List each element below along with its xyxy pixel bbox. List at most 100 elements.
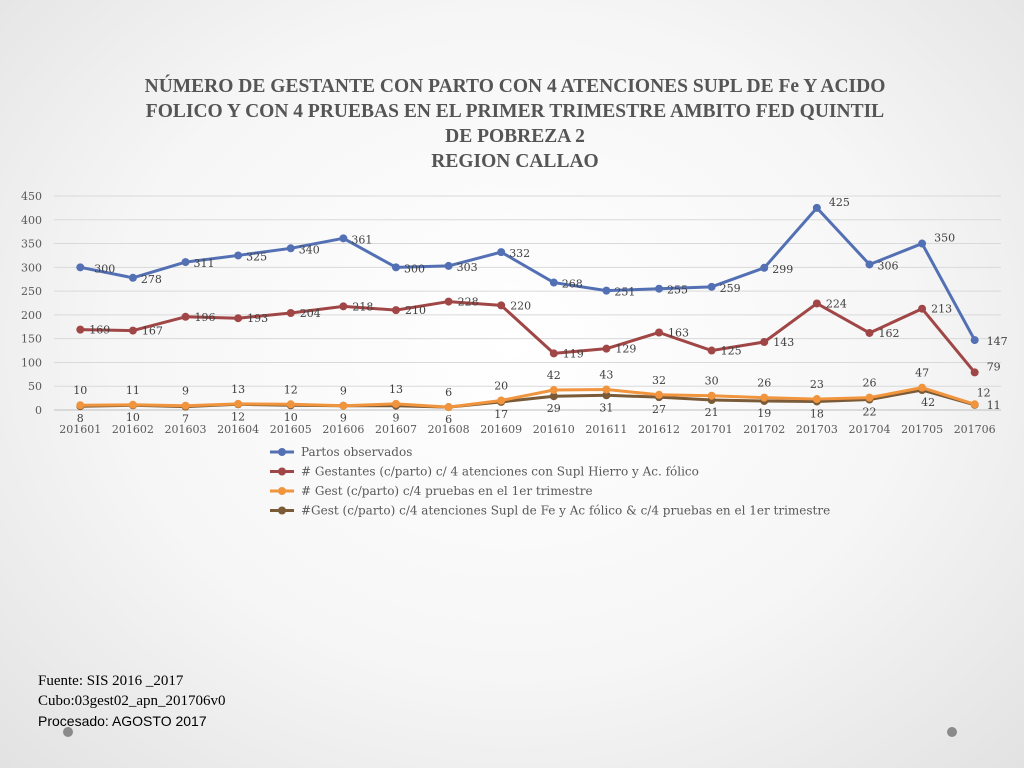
series-1-data-label: 332	[509, 247, 530, 260]
series-3-data-label: 26	[862, 377, 876, 390]
x-tick-label: 201602	[112, 423, 154, 436]
footer-processed: Procesado: AGOSTO 2017	[38, 713, 207, 729]
series-3-data-label: 23	[810, 378, 824, 391]
series-3-point	[970, 400, 979, 409]
bullet-dot-left	[63, 727, 73, 737]
series-3-point	[549, 386, 558, 395]
footer-source: Fuente: SIS 2016 _2017	[38, 673, 184, 689]
series-3-data-label: 9	[340, 385, 347, 398]
y-tick-label: 0	[35, 404, 42, 417]
series-2-point	[181, 312, 190, 321]
series-2-data-label: 169	[89, 324, 110, 337]
series-1-point	[391, 263, 400, 272]
footer-notes: Fuente: SIS 2016 _2017 Cubo:03gest02_apn…	[38, 671, 226, 731]
series-1-point	[444, 261, 453, 270]
series-4-data-label: 18	[810, 407, 824, 420]
series-4-data-label: 10	[126, 411, 140, 424]
series-1-point	[812, 203, 821, 212]
series-3-data-label: 9	[182, 385, 189, 398]
series-4-data-label: 17	[494, 408, 508, 421]
series-3-point	[128, 400, 137, 409]
x-tick-label: 201611	[585, 423, 627, 436]
series-line-1	[78, 206, 977, 342]
series-3-point	[181, 401, 190, 410]
series-4-data-label: 42	[921, 396, 935, 409]
series-2-point	[812, 299, 821, 308]
series-2-point	[970, 368, 979, 377]
x-tick-label: 201607	[375, 423, 417, 436]
series-2-data-label: 119	[563, 347, 584, 360]
series-2-data-label: 125	[721, 345, 742, 358]
series-4-data-label: 31	[599, 401, 613, 414]
series-3-data-label: 12	[977, 386, 991, 399]
series-2-point	[128, 326, 137, 335]
series-4-point	[602, 391, 611, 400]
series-1-point	[286, 244, 295, 253]
series-2-point	[391, 306, 400, 315]
series-3-data-label: 32	[652, 374, 666, 387]
series-1-data-label: 147	[987, 335, 1008, 348]
x-tick-label: 201701	[691, 423, 733, 436]
series-1-data-label: 325	[246, 250, 267, 263]
series-3-point	[707, 391, 716, 400]
series-3-data-label: 42	[547, 369, 561, 382]
y-tick-label: 400	[21, 214, 42, 227]
series-1-point	[918, 239, 927, 248]
series-4-data-label: 8	[77, 412, 84, 425]
x-tick-label: 201703	[796, 423, 838, 436]
series-1-data-label: 311	[194, 257, 215, 270]
series-1-point	[970, 336, 979, 345]
series-3-data-label: 6	[445, 386, 452, 399]
series-2-point	[286, 308, 295, 317]
series-4-data-label: 19	[757, 407, 771, 420]
series-4-data-label: 9	[340, 412, 347, 425]
series-1-point	[339, 234, 348, 243]
legend-entry-3: # Gest (c/parto) c/4 pruebas en el 1er t…	[301, 484, 593, 498]
series-1-point	[865, 260, 874, 269]
series-1-point	[128, 273, 137, 282]
title-line-2: FOLICO Y CON 4 PRUEBAS EN EL PRIMER TRIM…	[145, 101, 885, 122]
series-3-point	[865, 393, 874, 402]
bullet-dot-right	[947, 727, 957, 737]
legend-swatch-marker	[278, 448, 286, 456]
series-4-data-label: 6	[445, 413, 452, 426]
series-line-2	[78, 300, 977, 374]
series-1-data-label: 303	[457, 261, 478, 274]
series-1-point	[234, 251, 243, 260]
series-3-point	[234, 399, 243, 408]
series-1-point	[549, 278, 558, 287]
series-1-data-label: 278	[141, 273, 162, 286]
series-3-data-label: 10	[73, 384, 87, 397]
series-2-data-label: 224	[826, 297, 847, 310]
y-tick-label: 150	[21, 333, 42, 346]
series-2-data-label: 204	[300, 307, 321, 320]
legend-entry-4: #Gest (c/parto) c/4 atenciones Supl de F…	[301, 504, 830, 518]
series-2-data-label: 218	[352, 300, 373, 313]
x-tick-label: 201605	[270, 423, 312, 436]
series-2-point	[234, 314, 243, 323]
footer-cube: Cubo:03gest02_apn_201706v0	[38, 693, 226, 709]
chart-title: NÚMERO DE GESTANTE CON PARTO CON 4 ATENC…	[60, 74, 970, 174]
series-2-data-label: 210	[405, 304, 426, 317]
series-1-data-label: 259	[720, 282, 741, 295]
series-2-data-label: 143	[773, 336, 794, 349]
series-4-data-label: 21	[705, 406, 719, 419]
series-1-data-label: 299	[772, 263, 793, 276]
x-tick-label: 201609	[480, 423, 522, 436]
series-2-data-label: 213	[931, 303, 952, 316]
series-3-point	[602, 385, 611, 394]
series-3-point	[655, 390, 664, 399]
series-4-data-label: 11	[987, 399, 1001, 412]
series-1-point	[181, 258, 190, 267]
series-2-data-label: 220	[510, 299, 531, 312]
series-1-data-label: 350	[934, 232, 955, 245]
series-1-data-label: 251	[614, 286, 635, 299]
series-1-point	[707, 282, 716, 291]
series-3-data-label: 12	[284, 383, 298, 396]
x-tick-label: 201706	[954, 423, 996, 436]
y-tick-label: 450	[21, 190, 42, 203]
series-2-point	[339, 302, 348, 311]
x-tick-label: 201612	[638, 423, 680, 436]
series-2-data-label: 196	[195, 311, 216, 324]
series-3-point	[76, 401, 85, 410]
